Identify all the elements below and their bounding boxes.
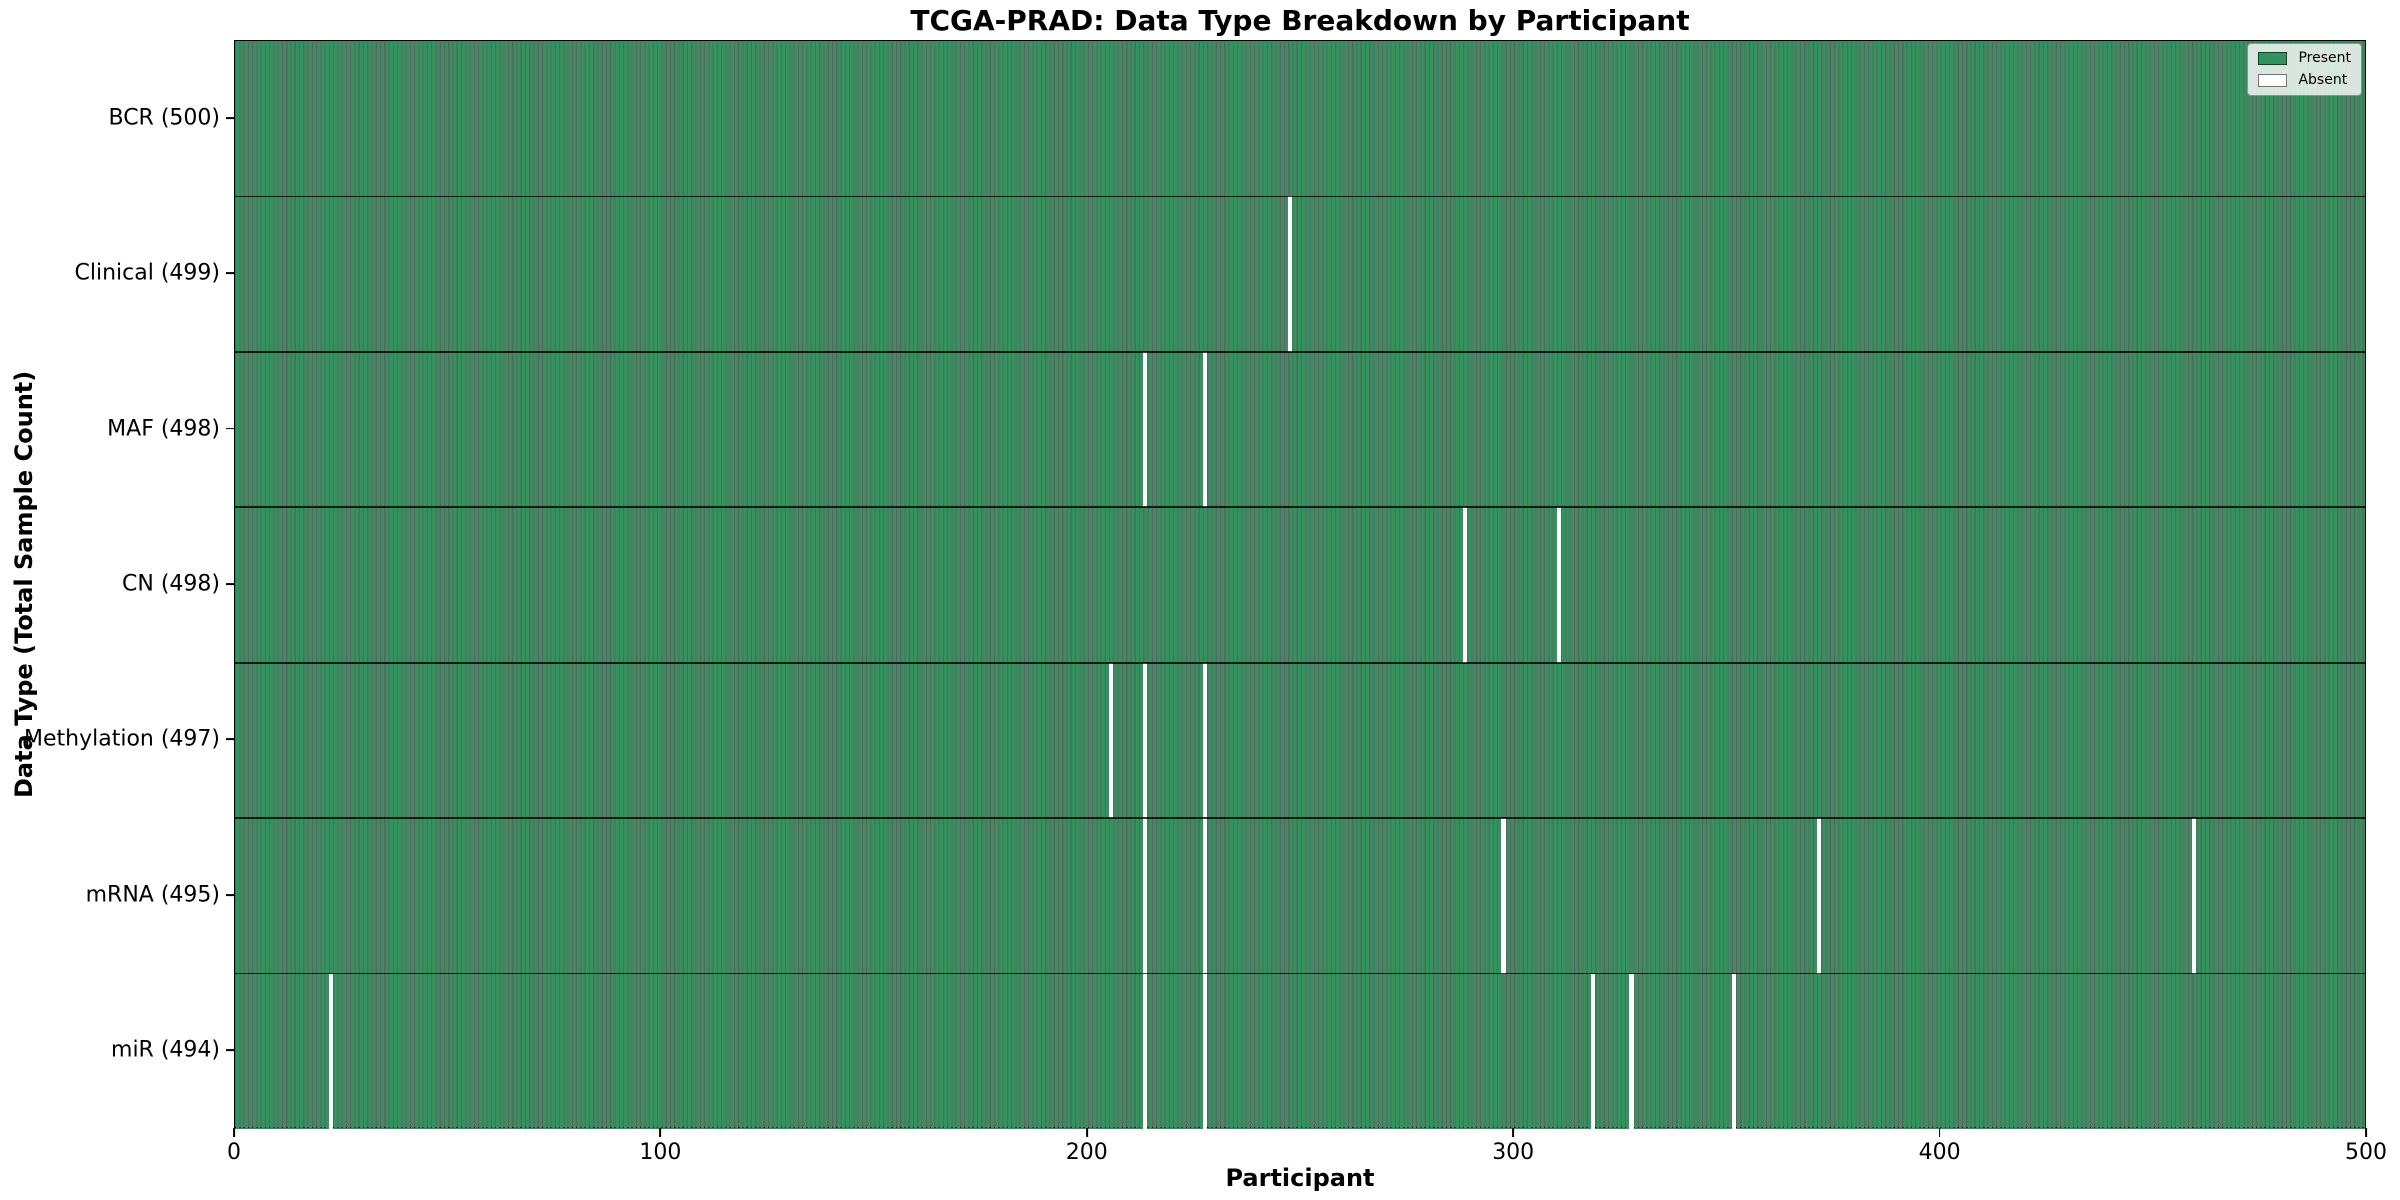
ytick-mark: [226, 116, 234, 119]
row-cn-498: [235, 507, 2365, 663]
ytick-mark: [226, 1049, 234, 1052]
plot-area: Present Absent: [234, 40, 2366, 1129]
chart-title: TCGA-PRAD: Data Type Breakdown by Partic…: [910, 4, 1690, 37]
absent-cell-mrna-495-213: [1143, 818, 1148, 974]
xtick-label-500: 500: [2345, 1140, 2387, 1165]
legend-swatch-present: [2258, 52, 2288, 65]
ytick-label-cn-498: CN (498): [122, 571, 220, 597]
xtick-mark-300: [1512, 1128, 1515, 1137]
absent-cell-methylation-497-213: [1143, 662, 1148, 819]
ytick-label-mir-494: miR (494): [111, 1037, 220, 1063]
xtick-label-0: 0: [227, 1140, 241, 1165]
xtick-label-300: 300: [1492, 1140, 1535, 1165]
absent-cell-mrna-495-297: [1501, 818, 1506, 974]
row-mrna-495: [235, 818, 2365, 974]
ytick-label-mrna-495: mRNA (495): [85, 882, 220, 908]
absent-cell-mrna-495-459: [2192, 818, 2197, 974]
absent-cell-mir-494-351: [1731, 973, 1736, 1129]
ytick-mark: [226, 738, 234, 741]
xtick-mark-400: [1938, 1128, 1941, 1137]
row-divider: [235, 661, 2365, 664]
absent-cell-mir-494-327: [1629, 973, 1634, 1129]
row-mir-494: [235, 973, 2365, 1129]
absent-cell-cn-498-288: [1463, 507, 1468, 663]
legend: Present Absent: [2247, 43, 2362, 96]
absent-cell-clinical-499-247: [1288, 196, 1293, 352]
row-divider: [235, 506, 2365, 509]
xtick-label-200: 200: [1065, 1140, 1108, 1165]
absent-cell-mrna-495-371: [1816, 818, 1822, 974]
absent-cell-mir-494-227: [1202, 973, 1208, 1129]
legend-item-present: Present: [2258, 51, 2351, 66]
row-clinical-499: [235, 196, 2365, 352]
ytick-mark: [226, 583, 234, 585]
row-divider: [235, 351, 2365, 353]
ytick-label-methylation-497: Methylation (497): [24, 726, 220, 752]
ytick-mark: [226, 893, 234, 896]
legend-swatch-absent: [2258, 74, 2288, 87]
row-divider: [235, 972, 2365, 975]
legend-item-absent: Absent: [2258, 73, 2351, 88]
legend-label-present: Present: [2298, 50, 2351, 66]
xtick-label-400: 400: [1918, 1140, 1961, 1165]
row-divider: [235, 195, 2365, 198]
xtick-label-100: 100: [639, 1140, 682, 1165]
absent-cell-cn-498-310: [1556, 507, 1562, 663]
absent-cell-mrna-495-227: [1202, 818, 1208, 974]
ytick-mark: [226, 427, 234, 430]
ytick-label-bcr-500: BCR (500): [108, 105, 220, 131]
xtick-mark-500: [2365, 1128, 2367, 1137]
xtick-mark-100: [659, 1128, 662, 1137]
absent-cell-mir-494-213: [1143, 973, 1148, 1129]
legend-label-absent: Absent: [2298, 72, 2348, 88]
ytick-mark: [226, 272, 234, 275]
xtick-mark-200: [1085, 1128, 1088, 1137]
absent-cell-mir-494-318: [1590, 973, 1596, 1129]
absent-cell-maf-498-213: [1143, 351, 1148, 508]
ytick-label-clinical-499: Clinical (499): [74, 260, 220, 286]
x-axis-label: Participant: [1225, 1164, 1375, 1192]
row-maf-498: [235, 351, 2365, 508]
row-methylation-497: [235, 662, 2365, 819]
absent-cell-methylation-497-227: [1202, 662, 1208, 819]
xtick-mark-0: [233, 1128, 235, 1137]
absent-cell-maf-498-227: [1202, 351, 1208, 508]
row-bcr-500: [235, 41, 2365, 197]
absent-cell-mir-494-22: [328, 973, 334, 1129]
absent-cell-methylation-497-205: [1109, 662, 1114, 819]
row-divider: [235, 817, 2365, 819]
ytick-label-maf-498: MAF (498): [107, 416, 220, 442]
